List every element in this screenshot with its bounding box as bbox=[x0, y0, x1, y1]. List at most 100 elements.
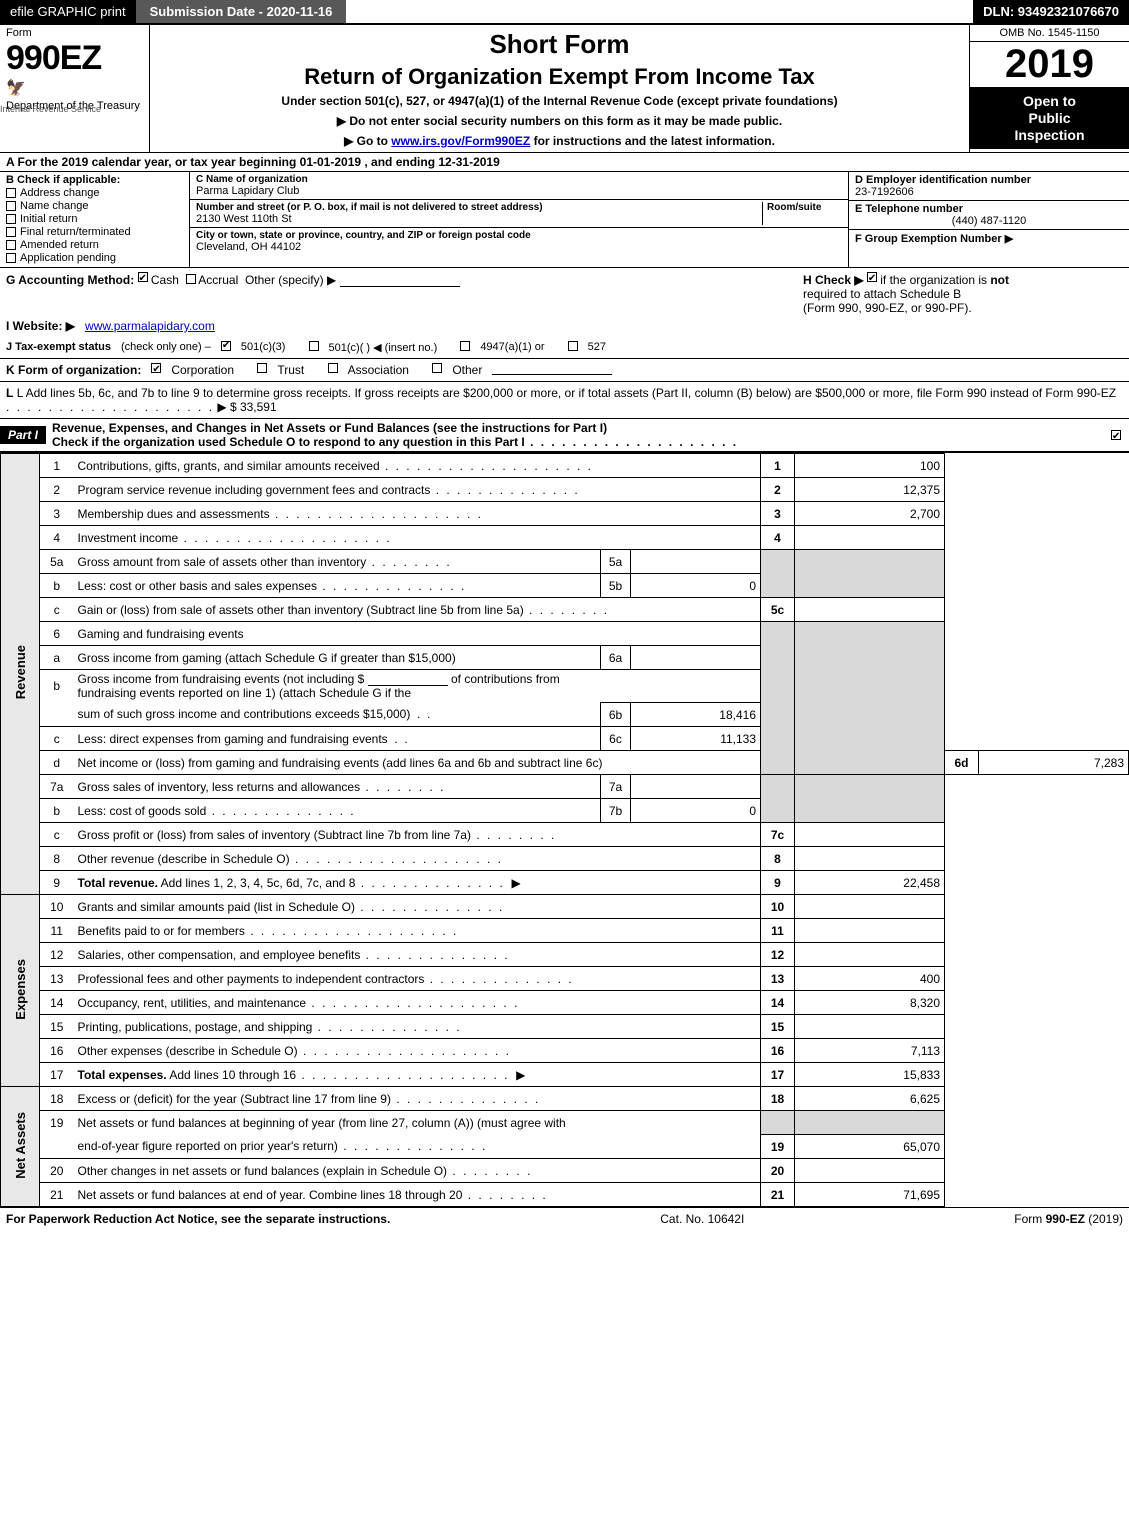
ln: 18 bbox=[40, 1087, 74, 1111]
val bbox=[795, 919, 945, 943]
blank-6b[interactable] bbox=[368, 674, 448, 686]
d: Grants and similar amounts paid (list in… bbox=[78, 900, 355, 914]
part1-note: (see the instructions for Part I) bbox=[433, 421, 607, 435]
row-15: 15 Printing, publications, postage, and … bbox=[1, 1015, 1129, 1039]
top-bar: efile GRAPHIC print Submission Date - 20… bbox=[0, 0, 1129, 25]
sn: 7a bbox=[601, 775, 631, 799]
desc: Gross income from fundraising events (no… bbox=[74, 670, 761, 703]
g-other: Other (specify) ▶ bbox=[245, 273, 336, 287]
tn: 8 bbox=[761, 847, 795, 871]
j-o2: 501(c)( ) ◀ (insert no.) bbox=[329, 341, 438, 354]
h-text4: (Form 990, 990-EZ, or 990-PF). bbox=[803, 301, 972, 315]
irs-link[interactable]: www.irs.gov/Form990EZ bbox=[391, 134, 530, 148]
chk-501c3[interactable] bbox=[221, 341, 231, 351]
val bbox=[795, 598, 945, 622]
chk-label: Name change bbox=[20, 200, 89, 212]
tn: 20 bbox=[761, 1159, 795, 1183]
val: 2,700 bbox=[795, 502, 945, 526]
d: Gain or (loss) from sale of assets other… bbox=[78, 603, 524, 617]
row-j: J Tax-exempt status (check only one) – 5… bbox=[0, 337, 1129, 359]
desc: end-of-year figure reported on prior yea… bbox=[74, 1135, 761, 1159]
chk-h[interactable] bbox=[867, 272, 877, 282]
chk-trust[interactable] bbox=[257, 363, 267, 373]
chk-address-change[interactable]: Address change bbox=[6, 187, 183, 199]
grp-label: F Group Exemption Number ▶ bbox=[855, 232, 1123, 245]
h-not: not bbox=[990, 273, 1009, 287]
chk-cash[interactable] bbox=[138, 272, 148, 282]
row-12: 12 Salaries, other compensation, and emp… bbox=[1, 943, 1129, 967]
chk-accrual[interactable] bbox=[186, 274, 196, 284]
efile-print-label[interactable]: efile GRAPHIC print bbox=[0, 0, 136, 23]
d: Net assets or fund balances at end of ye… bbox=[78, 1188, 463, 1202]
row-14: 14 Occupancy, rent, utilities, and maint… bbox=[1, 991, 1129, 1015]
grey-cell bbox=[761, 775, 795, 823]
tn: 5c bbox=[761, 598, 795, 622]
col-c: C Name of organization Parma Lapidary Cl… bbox=[190, 172, 849, 267]
row-6: 6 Gaming and fundraising events bbox=[1, 622, 1129, 646]
row-k: K Form of organization: Corporation Trus… bbox=[0, 359, 1129, 382]
sn: 5b bbox=[601, 574, 631, 598]
checkbox-icon bbox=[6, 253, 16, 263]
desc: Grants and similar amounts paid (list in… bbox=[74, 895, 761, 919]
val: 400 bbox=[795, 967, 945, 991]
footer-left: For Paperwork Reduction Act Notice, see … bbox=[6, 1212, 390, 1226]
city-row: City or town, state or province, country… bbox=[190, 228, 848, 255]
chk-527[interactable] bbox=[568, 341, 578, 351]
desc: Gross income from gaming (attach Schedul… bbox=[74, 646, 601, 670]
sv: 18,416 bbox=[631, 703, 761, 727]
dln-label: DLN: 93492321076670 bbox=[973, 0, 1129, 23]
tn: 17 bbox=[761, 1063, 795, 1087]
g-other-blank[interactable] bbox=[340, 275, 460, 287]
addr-row: Number and street (or P. O. box, if mail… bbox=[190, 200, 848, 228]
grey-cell bbox=[761, 1111, 795, 1135]
row-20: 20 Other changes in net assets or fund b… bbox=[1, 1159, 1129, 1183]
d: Less: cost or other basis and sales expe… bbox=[78, 579, 317, 593]
h-text3: required to attach Schedule B bbox=[803, 287, 961, 301]
org-name-row: C Name of organization Parma Lapidary Cl… bbox=[190, 172, 848, 200]
chk-schedule-o[interactable] bbox=[1111, 430, 1121, 440]
ln: 5a bbox=[40, 550, 74, 574]
desc: sum of such gross income and contributio… bbox=[74, 703, 601, 727]
g-cash: Cash bbox=[151, 273, 179, 287]
chk-4947[interactable] bbox=[460, 341, 470, 351]
desc: Total revenue. Add lines 1, 2, 3, 4, 5c,… bbox=[74, 871, 761, 895]
row-19b: end-of-year figure reported on prior yea… bbox=[1, 1135, 1129, 1159]
tn: 4 bbox=[761, 526, 795, 550]
h-pre: H Check ▶ bbox=[803, 273, 867, 287]
room-label: Room/suite bbox=[767, 202, 842, 213]
chk-label: Final return/terminated bbox=[20, 226, 131, 238]
desc: Occupancy, rent, utilities, and maintena… bbox=[74, 991, 761, 1015]
ln: 2 bbox=[40, 478, 74, 502]
sv bbox=[631, 646, 761, 670]
desc: Investment income bbox=[74, 526, 761, 550]
group-exemption-row: F Group Exemption Number ▶ bbox=[849, 230, 1129, 247]
website-link[interactable]: www.parmalapidary.com bbox=[85, 319, 215, 333]
d: Gross profit or (loss) from sales of inv… bbox=[78, 828, 471, 842]
row-l: L L Add lines 5b, 6c, and 7b to line 9 t… bbox=[0, 382, 1129, 418]
row-6a: a Gross income from gaming (attach Sched… bbox=[1, 646, 1129, 670]
desc: Contributions, gifts, grants, and simila… bbox=[74, 454, 761, 478]
k-other-blank[interactable] bbox=[492, 363, 612, 375]
chk-other-org[interactable] bbox=[432, 363, 442, 373]
val: 22,458 bbox=[795, 871, 945, 895]
k-o4: Other bbox=[452, 363, 482, 377]
chk-final-return[interactable]: Final return/terminated bbox=[6, 226, 183, 238]
fr-post: (2019) bbox=[1085, 1212, 1123, 1226]
chk-name-change[interactable]: Name change bbox=[6, 200, 183, 212]
chk-initial-return[interactable]: Initial return bbox=[6, 213, 183, 225]
ln: 16 bbox=[40, 1039, 74, 1063]
part1-title-text: Revenue, Expenses, and Changes in Net As… bbox=[52, 421, 430, 435]
chk-501c[interactable] bbox=[309, 341, 319, 351]
tn: 9 bbox=[761, 871, 795, 895]
chk-corp[interactable] bbox=[151, 363, 161, 373]
ln: 21 bbox=[40, 1183, 74, 1207]
chk-application-pending[interactable]: Application pending bbox=[6, 252, 183, 264]
chk-amended-return[interactable]: Amended return bbox=[6, 239, 183, 251]
ln: b bbox=[40, 574, 74, 598]
chk-assoc[interactable] bbox=[328, 363, 338, 373]
d4: sum of such gross income and contributio… bbox=[78, 707, 411, 721]
row-10: Expenses 10 Grants and similar amounts p… bbox=[1, 895, 1129, 919]
row-8: 8 Other revenue (describe in Schedule O)… bbox=[1, 847, 1129, 871]
l-amount: ▶ $ 33,591 bbox=[217, 400, 276, 414]
desc: Net income or (loss) from gaming and fun… bbox=[74, 751, 761, 775]
